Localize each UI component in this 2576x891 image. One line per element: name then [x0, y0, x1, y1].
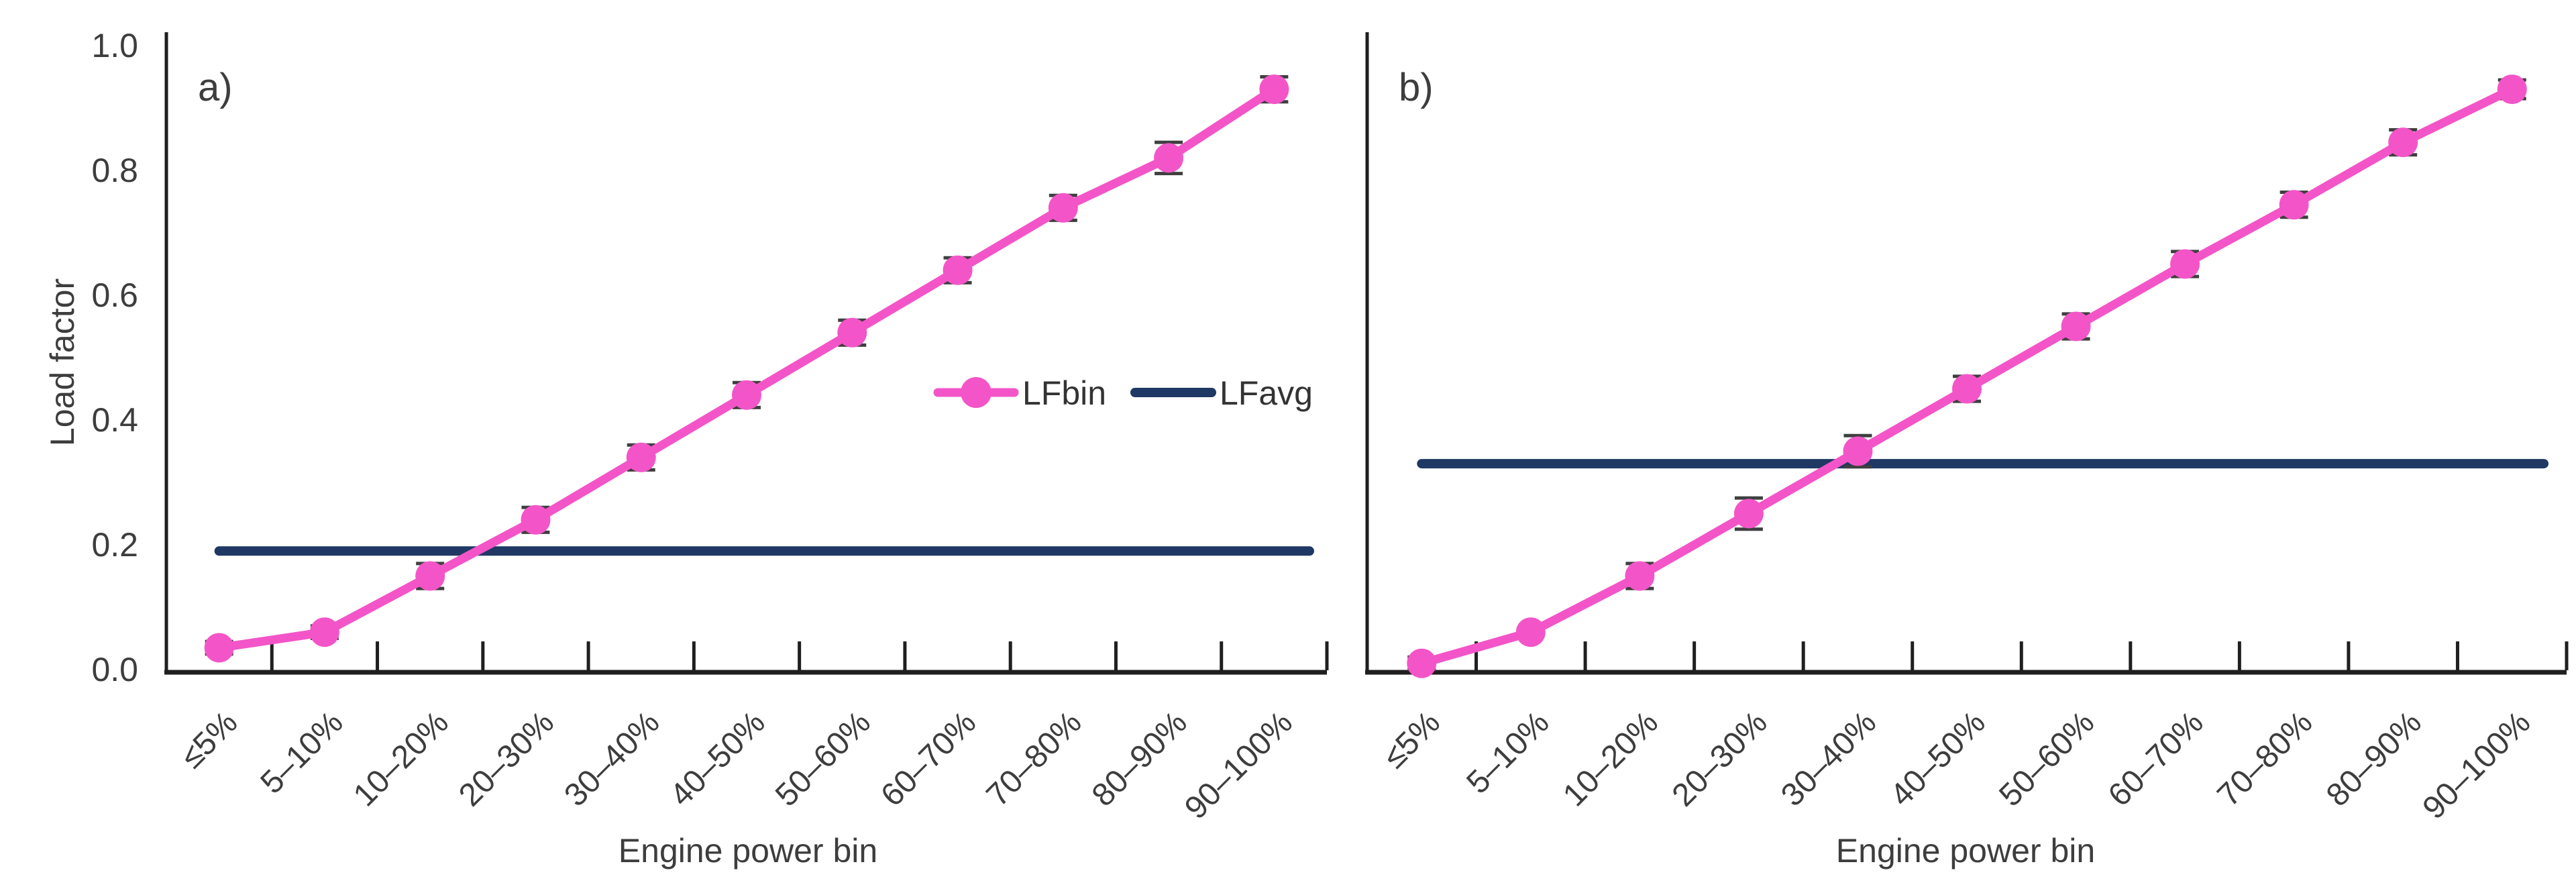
- y-tick-label: 0.6: [91, 276, 138, 314]
- x-tick-label: 70–80%: [980, 704, 1089, 813]
- x-tick-label: 20–30%: [1666, 704, 1774, 813]
- lfbin-point: [2497, 74, 2527, 105]
- lfbin-point: [204, 633, 234, 663]
- x-tick-label: 40–50%: [1884, 704, 1992, 813]
- x-tick-label: 60–70%: [874, 704, 983, 813]
- y-tick-label: 0.4: [91, 401, 138, 439]
- lfbin-point: [2061, 311, 2091, 342]
- y-tick-label: 1.0: [91, 27, 138, 64]
- lfbin-point: [837, 317, 867, 348]
- lfbin-point: [1407, 648, 1437, 678]
- x-tick-label: ≤5%: [1377, 704, 1447, 775]
- lfbin-point: [626, 442, 656, 472]
- x-tick-label: 70–80%: [2210, 704, 2319, 813]
- lfbin-point: [2279, 190, 2309, 220]
- x-tick-label: 60–70%: [2102, 704, 2210, 813]
- lfbin-point: [415, 561, 445, 591]
- panel-a-plot-area: 0.0 0.2 0.4 0.6 0.8 1.0 ≤5% 5–10%10–20%20–30%30…: [91, 27, 1329, 826]
- lfbin-point: [1843, 436, 1873, 466]
- panel-a: 0.0 0.2 0.4 0.6 0.8 1.0 ≤5% 5–10%10–20%20–30%30…: [44, 27, 1329, 870]
- legend-lfavg-label: LFavg: [1220, 374, 1313, 412]
- x-axis-title-panel-a: Engine power bin: [619, 832, 877, 870]
- y-axis-title: Load factor: [44, 278, 81, 446]
- lfbin-point: [1952, 374, 1982, 404]
- lfbin-point: [943, 255, 973, 285]
- x-tick-label: 90–100%: [2416, 704, 2538, 826]
- x-tick-label: 90–100%: [1178, 704, 1299, 826]
- x-axis-title-panel-b: Engine power bin: [1836, 832, 2095, 870]
- x-tick-label: 10–20%: [347, 704, 455, 813]
- lfbin-point: [1154, 143, 1184, 173]
- x-tick-label: 20–30%: [452, 704, 561, 813]
- lfbin-point: [521, 505, 551, 535]
- legend: LFbin LFavg: [933, 374, 1313, 412]
- lfbin-point: [1048, 193, 1078, 223]
- y-tick-label: 0.2: [91, 526, 138, 564]
- x-tick-label: 30–40%: [1774, 704, 1883, 813]
- lfbin-point: [1625, 561, 1655, 591]
- x-tick-label: 40–50%: [663, 704, 772, 813]
- legend-lfbin-label: LFbin: [1022, 374, 1106, 412]
- x-tick-label: 5–10%: [1460, 704, 1556, 800]
- legend-lfbin-marker-icon: [961, 377, 991, 408]
- lfbin-line: [215, 85, 1279, 652]
- x-tick-label: ≤5%: [174, 704, 244, 775]
- panel-b-label: b): [1399, 66, 1434, 109]
- lfbin-point: [309, 617, 339, 647]
- x-tick-label: 80–90%: [2320, 704, 2428, 813]
- x-tick-label: 10–20%: [1556, 704, 1665, 813]
- x-tick-label: 5–10%: [254, 704, 350, 800]
- lfbin-point: [2388, 127, 2418, 158]
- lfbin-point: [732, 380, 761, 410]
- lfbin-point: [1259, 74, 1289, 105]
- lfbin-point: [1515, 617, 1546, 647]
- lfbin-point: [1733, 499, 1764, 529]
- x-tick-label: 30–40%: [557, 704, 666, 813]
- panel-b-plot-area: ≤5% 5–10% 10–20% 20–30% 30–40% 40–50% 50–60% 60…: [1365, 32, 2569, 826]
- panel-b: ≤5% 5–10% 10–20% 20–30% 30–40% 40–50% 50–60% 60…: [1365, 32, 2569, 870]
- y-tick-label: 0.8: [91, 152, 138, 189]
- panel-a-label: a): [198, 66, 233, 109]
- lfbin-point: [2170, 249, 2200, 279]
- x-tick-label: 50–60%: [1992, 704, 2101, 813]
- x-tick-label: 80–90%: [1085, 704, 1194, 813]
- x-tick-label: 50–60%: [769, 704, 877, 813]
- y-tick-label: 0.0: [91, 651, 138, 688]
